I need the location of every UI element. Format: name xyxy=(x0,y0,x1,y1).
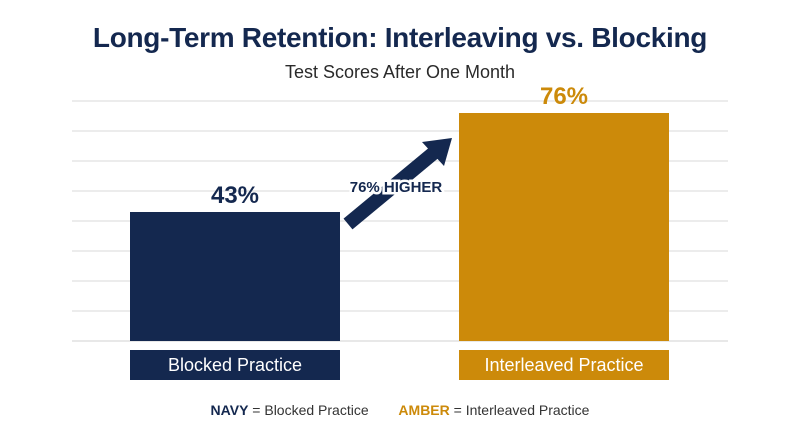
annotation-label: 76% HIGHER xyxy=(350,179,443,196)
category-label: Blocked Practice xyxy=(168,355,302,375)
annotation-arrow-head xyxy=(422,138,452,166)
annotation-arrow-shaft xyxy=(343,140,447,230)
legend-navy-text: = Blocked Practice xyxy=(252,402,369,418)
legend-amber-key: AMBER xyxy=(398,402,450,418)
chart-subtitle: Test Scores After One Month xyxy=(284,62,516,82)
legend-amber-text: = Interleaved Practice xyxy=(453,402,590,418)
bar-blocked xyxy=(130,212,340,341)
legend: NAVY = Blocked Practice AMBER = Interlea… xyxy=(0,402,800,418)
category-label-box xyxy=(459,350,669,380)
data-label: 43% xyxy=(211,182,259,209)
chart-title: Long-Term Retention: Interleaving vs. Bl… xyxy=(92,22,708,53)
data-label: 76% xyxy=(540,83,588,110)
category-label: Interleaved Practice xyxy=(484,355,643,375)
legend-navy-key: NAVY xyxy=(210,402,249,418)
category-label-box xyxy=(130,350,340,380)
bar-interleaved xyxy=(459,113,669,341)
